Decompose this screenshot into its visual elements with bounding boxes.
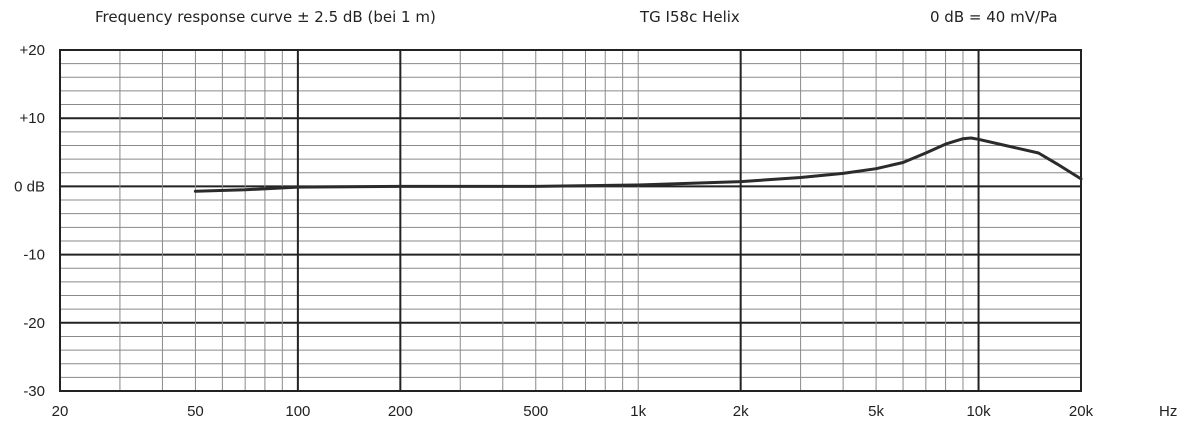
chart-caption: Frequency response curve ± 2.5 dB (bei 1…	[95, 8, 436, 26]
x-tick-label: 1k	[630, 403, 646, 420]
x-tick-label: 500	[523, 403, 548, 420]
y-tick-label: 0 dB	[14, 178, 45, 195]
reference-level: 0 dB = 40 mV/Pa	[930, 8, 1058, 26]
x-tick-label: 100	[285, 403, 310, 420]
x-tick-label: 10k	[966, 403, 991, 420]
y-tick-label: -20	[23, 315, 45, 332]
series-line-0	[193, 136, 1083, 193]
x-unit-label: Hz	[1159, 403, 1177, 420]
x-tick-label: 5k	[868, 403, 884, 420]
y-tick-label: +10	[20, 110, 45, 127]
tick-labels: 20 50 100 200 500 1k 2k 5k 10k 20k +20 +10 0 dB -10 -2…	[14, 42, 1093, 420]
y-tick-label: +20	[20, 42, 45, 59]
x-tick-label: 2k	[733, 403, 749, 420]
grid	[59, 49, 1082, 392]
series-layer	[193, 136, 1083, 193]
x-tick-label: 200	[388, 403, 413, 420]
x-tick-label: 20k	[1069, 403, 1094, 420]
plot-frame	[59, 49, 1082, 392]
model-name: TG I58c Helix	[639, 8, 740, 26]
x-tick-label: 20	[52, 403, 69, 420]
y-tick-label: -30	[23, 383, 45, 400]
x-tick-label: 50	[187, 403, 204, 420]
y-tick-label: -10	[23, 247, 45, 264]
